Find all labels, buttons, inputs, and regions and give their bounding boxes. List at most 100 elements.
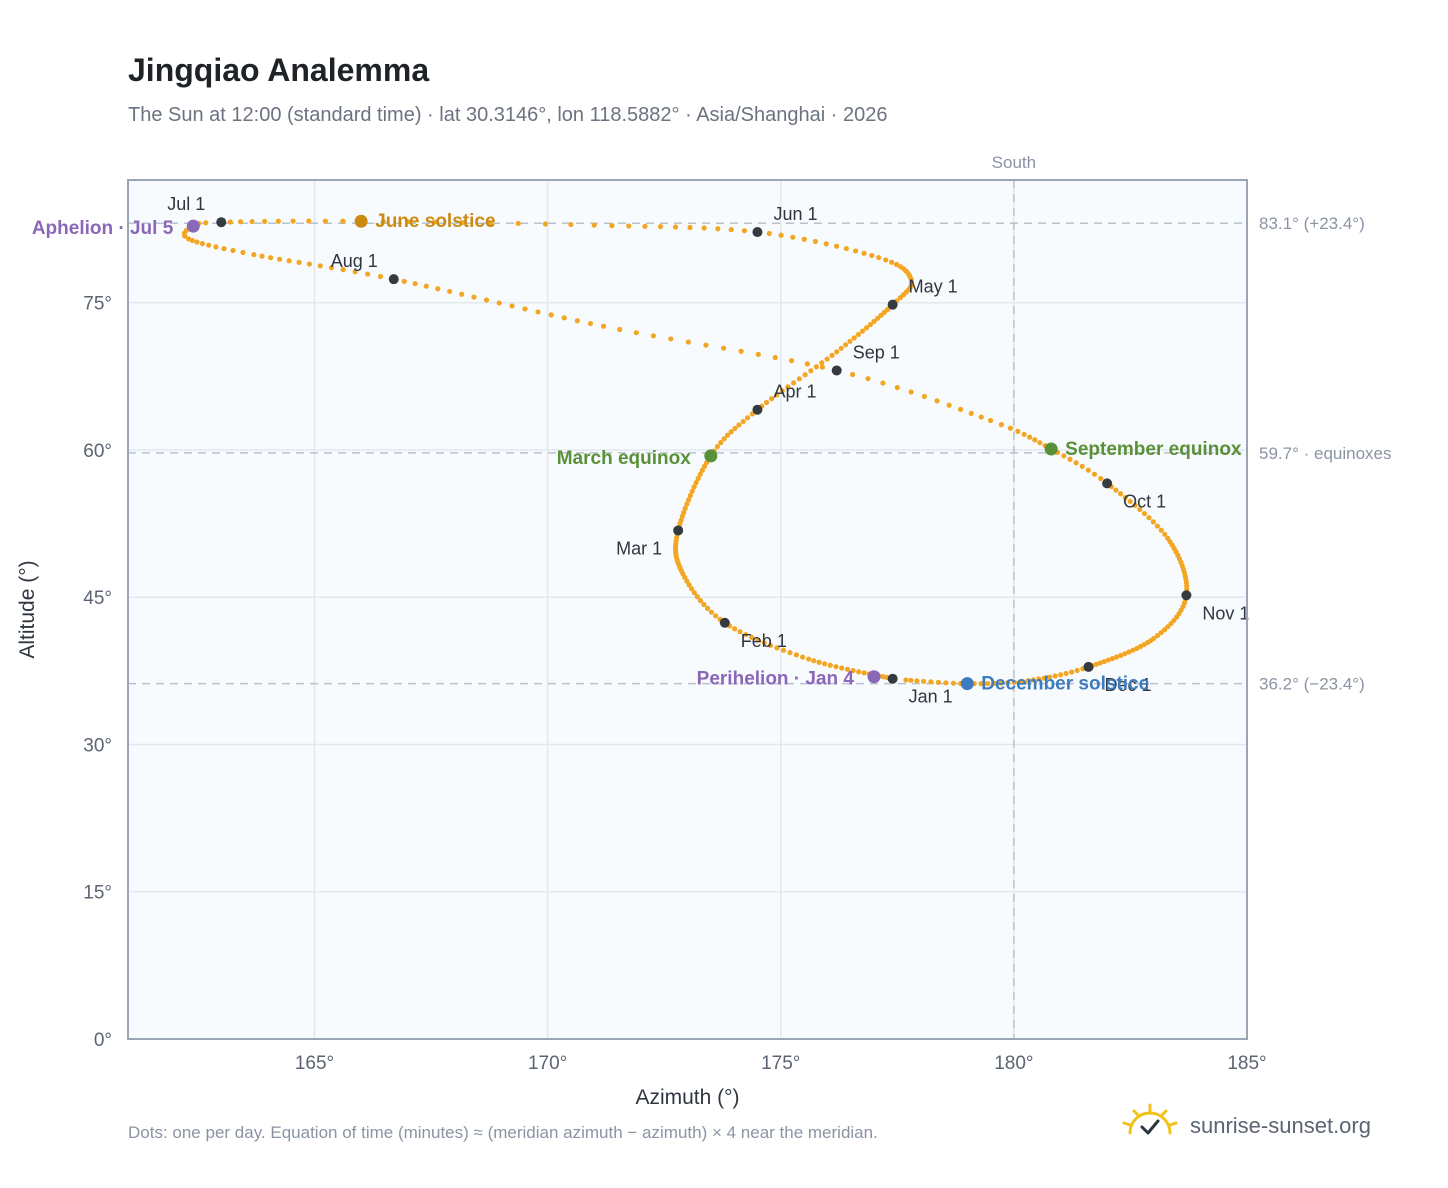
brand-logo[interactable]: sunrise-sunset.org (1122, 1103, 1402, 1147)
brand-name[interactable]: sunrise-sunset.org (1190, 1113, 1371, 1138)
daily-dot (423, 283, 429, 289)
event-marker-dot (867, 670, 881, 684)
daily-dot (249, 218, 255, 225)
daily-dot (921, 678, 927, 684)
daily-dot (1007, 425, 1013, 431)
plot-frame (127, 179, 1248, 1040)
month-marker-label: Jun 1 (773, 204, 817, 224)
daily-dot (1146, 515, 1152, 521)
daily-dot (682, 505, 688, 511)
daily-dot (574, 318, 580, 324)
month-marker-dot (388, 274, 399, 285)
daily-dot (703, 342, 709, 348)
daily-dot (1063, 670, 1069, 677)
daily-dot (843, 342, 849, 348)
daily-dot (522, 306, 528, 312)
daily-dot (743, 631, 749, 638)
month-markers: Jan 1 Feb 1 Mar 1 Apr 1 May 1 Jun 1 Jul 1 Aug 1… (167, 194, 1249, 706)
daily-dot (863, 325, 870, 331)
daily-dot (928, 679, 934, 685)
daily-dot (914, 678, 920, 684)
month-marker-label: Feb 1 (741, 631, 787, 651)
daily-dot (693, 480, 699, 486)
daily-dot (715, 226, 721, 232)
daily-dot (812, 238, 819, 245)
daily-dot (561, 315, 567, 321)
daily-dot (859, 328, 866, 334)
daily-dot (401, 278, 407, 284)
daily-dot (774, 645, 780, 651)
x-tick-label: 175° (761, 1053, 800, 1074)
daily-dot (847, 338, 853, 344)
daily-dot (788, 358, 795, 364)
daily-dot (1032, 437, 1038, 443)
daily-dot (1162, 531, 1168, 537)
daily-dot (206, 242, 212, 248)
daily-dot (286, 258, 292, 264)
daily-dot (790, 234, 796, 240)
daily-dot (487, 220, 493, 226)
event-marker-label: Aphelion · Jul 5 (32, 218, 174, 239)
daily-dot (267, 255, 274, 261)
daily-dot (1132, 502, 1138, 508)
daily-dot (587, 320, 594, 327)
daily-dot (227, 219, 233, 225)
event-marker-label: September equinox (1065, 439, 1242, 460)
month-marker-dot (1102, 478, 1113, 489)
daily-dot (714, 444, 720, 450)
event-marker-dot (960, 677, 974, 691)
month-marker-label: Oct 1 (1123, 491, 1166, 511)
daily-dot (203, 220, 209, 226)
daily-dot (806, 656, 812, 662)
daily-dot (1168, 620, 1174, 627)
daily-dot (903, 677, 909, 683)
daily-dot (1025, 678, 1031, 684)
x-tick-label: 180° (994, 1053, 1033, 1074)
daily-dot (691, 484, 697, 490)
daily-dot (697, 598, 704, 604)
daily-dot (412, 281, 418, 287)
daily-dot (459, 291, 465, 297)
daily-dot (1021, 431, 1027, 437)
daily-dot (322, 218, 328, 224)
daily-dot (875, 315, 881, 321)
daily-dot (685, 497, 692, 503)
y-tick-label: 45° (83, 588, 112, 609)
daily-dot (340, 267, 346, 273)
daily-dot (950, 680, 957, 686)
daily-dot (609, 223, 615, 229)
daily-dot (1036, 676, 1042, 682)
daily-dot (1030, 677, 1036, 683)
daily-dot (880, 674, 886, 680)
daily-dot (1130, 647, 1136, 653)
daily-dot (686, 582, 692, 588)
daily-dot (221, 246, 227, 252)
daily-dot (483, 297, 490, 303)
daily-dot (816, 659, 822, 665)
daily-dot (737, 629, 743, 635)
daily-dot (290, 218, 296, 224)
daily-dot (1165, 624, 1171, 630)
daily-dot (1098, 475, 1104, 482)
daily-dot (1127, 498, 1133, 504)
daily-dot (844, 666, 851, 672)
daily-dot (779, 388, 785, 394)
daily-dot (761, 640, 767, 646)
daily-dot (687, 492, 693, 499)
daily-dot (824, 356, 830, 362)
daily-dot (1122, 494, 1128, 501)
daily-dot (768, 396, 775, 402)
daily-dot (827, 662, 833, 668)
daily-dot (728, 429, 734, 435)
daily-dot (721, 345, 727, 351)
daily-dot (829, 352, 835, 358)
daily-dot (317, 263, 323, 269)
daily-dot (943, 680, 949, 686)
daily-dot (865, 376, 871, 382)
y-axis-label: Altitude (°) (16, 560, 39, 658)
daily-dot (1073, 460, 1079, 466)
daily-dot (679, 513, 685, 519)
daily-dot (704, 605, 711, 611)
x-tick-label: 165° (295, 1053, 334, 1074)
